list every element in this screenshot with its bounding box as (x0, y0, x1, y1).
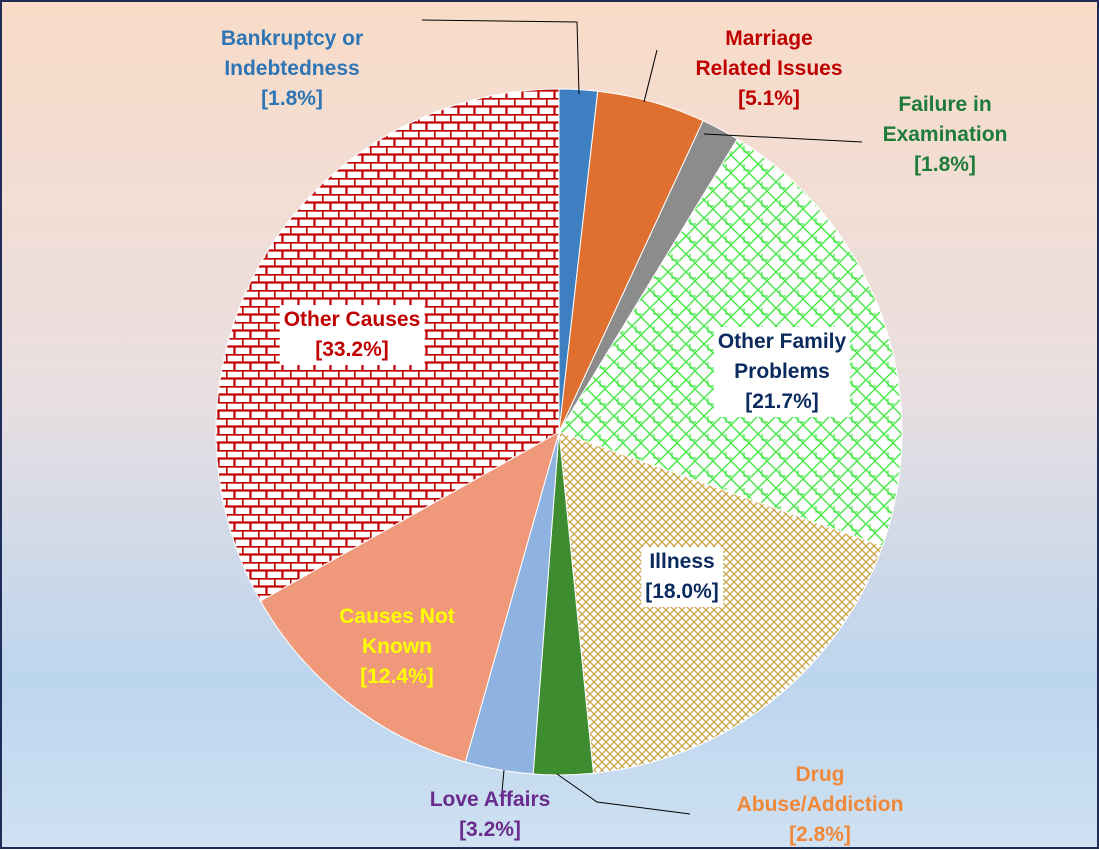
category-label: Illness (649, 550, 715, 573)
value-label: [12.4%] (360, 665, 434, 688)
category-label: Failure in Examination (882, 93, 1008, 146)
slice-label: Love Affairs [3.2%] (430, 785, 551, 845)
category-label: Drug Abuse/Addiction (736, 763, 904, 816)
pie-slice (259, 430, 560, 763)
value-label: [2.8%] (789, 823, 851, 846)
leader-line (501, 769, 505, 793)
slice-label: Illness [18.0%] (641, 547, 723, 607)
leader-line (421, 19, 580, 95)
value-label: [21.7%] (745, 390, 819, 413)
value-label: [3.2%] (459, 818, 521, 841)
leader-line (703, 133, 863, 143)
slice-label: Causes Not Known [12.4%] (339, 602, 455, 692)
category-label: Causes Not Known (339, 605, 455, 658)
value-label: [5.1%] (738, 87, 800, 110)
slice-label: Marriage Related Issues [5.1%] (695, 24, 842, 114)
slice-label: Other Family Problems [21.7%] (713, 327, 851, 417)
slice-label: Other Causes [33.2%] (279, 305, 425, 365)
leader-line (556, 773, 691, 815)
slice-label: Bankruptcy or Indebtedness [1.8%] (221, 24, 363, 114)
category-label: Love Affairs (429, 788, 551, 811)
leader-line (643, 49, 658, 103)
value-label: [18.0%] (645, 580, 719, 603)
category-label: Bankruptcy or Indebtedness (220, 27, 364, 80)
value-label: [33.2%] (315, 338, 389, 361)
slice-label: Failure in Examination [1.8%] (883, 90, 1008, 180)
category-label: Other Causes (283, 308, 421, 331)
value-label: [1.8%] (914, 153, 976, 176)
category-label: Marriage Related Issues (695, 27, 843, 80)
slice-label: Drug Abuse/Addiction [2.8%] (737, 760, 904, 850)
category-label: Other Family Problems (717, 330, 847, 383)
value-label: [1.8%] (261, 87, 323, 110)
